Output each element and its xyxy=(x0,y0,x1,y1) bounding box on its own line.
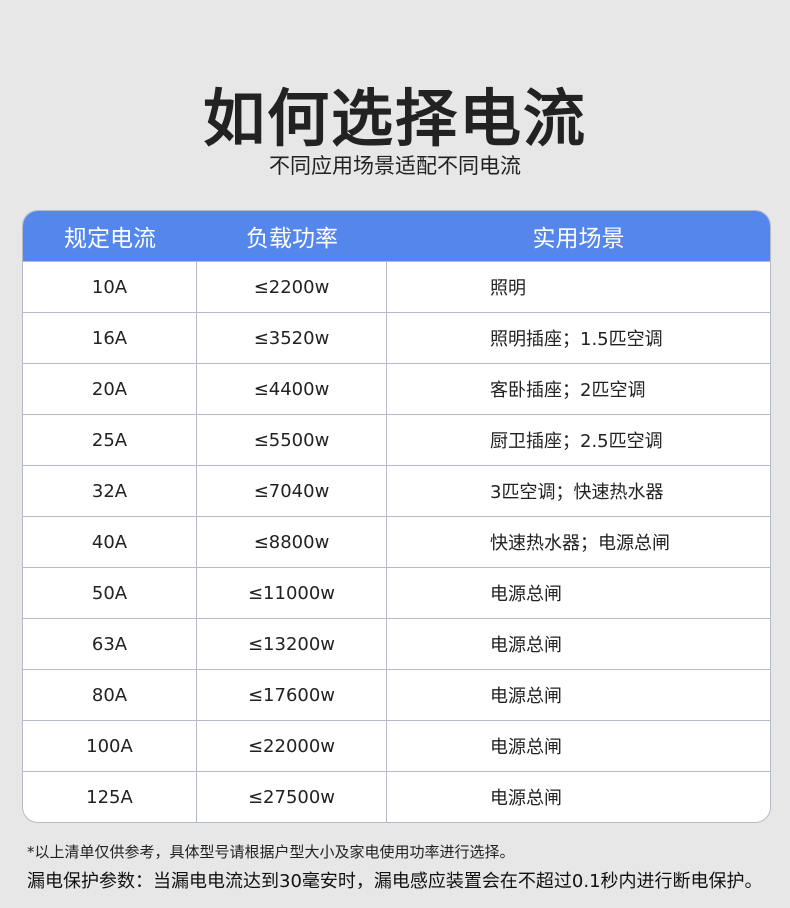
table-row: 32A ≤7040w 3匹空调；快速热水器 xyxy=(23,465,770,516)
cell-power: ≤11000w xyxy=(197,568,387,618)
table-row: 80A ≤17600w 电源总闸 xyxy=(23,669,770,720)
cell-current: 10A xyxy=(23,262,197,312)
cell-power: ≤2200w xyxy=(197,262,387,312)
cell-power: ≤17600w xyxy=(197,670,387,720)
table-row: 20A ≤4400w 客卧插座；2匹空调 xyxy=(23,363,770,414)
reference-note: *以上清单仅供参考，具体型号请根据户型大小及家电使用功率进行选择。 xyxy=(27,843,515,861)
cell-current: 20A xyxy=(23,364,197,414)
cell-current: 125A xyxy=(23,772,197,822)
cell-power: ≤5500w xyxy=(197,415,387,465)
table-row: 50A ≤11000w 电源总闸 xyxy=(23,567,770,618)
cell-scenario: 电源总闸 xyxy=(490,635,562,656)
cell-current: 50A xyxy=(23,568,197,618)
cell-current: 40A xyxy=(23,517,197,567)
cell-current: 80A xyxy=(23,670,197,720)
cell-scenario: 快速热水器；电源总闸 xyxy=(490,533,670,554)
cell-current: 100A xyxy=(23,721,197,771)
cell-power: ≤13200w xyxy=(197,619,387,669)
cell-scenario: 电源总闸 xyxy=(490,686,562,707)
table-row: 63A ≤13200w 电源总闸 xyxy=(23,618,770,669)
table-row: 16A ≤3520w 照明插座；1.5匹空调 xyxy=(23,312,770,363)
cell-scenario: 3匹空调；快速热水器 xyxy=(490,482,664,503)
page-title: 如何选择电流 xyxy=(202,82,587,155)
table-row: 40A ≤8800w 快速热水器；电源总闸 xyxy=(23,516,770,567)
table-row: 100A ≤22000w 电源总闸 xyxy=(23,720,770,771)
cell-scenario: 电源总闸 xyxy=(490,584,562,605)
cell-current: 25A xyxy=(23,415,197,465)
cell-power: ≤8800w xyxy=(197,517,387,567)
header-scenario: 实用场景 xyxy=(532,226,625,252)
page-subtitle: 不同应用场景适配不同电流 xyxy=(269,154,521,178)
cell-current: 32A xyxy=(23,466,197,516)
cell-power: ≤27500w xyxy=(197,772,387,822)
cell-power: ≤22000w xyxy=(197,721,387,771)
cell-power: ≤4400w xyxy=(197,364,387,414)
leakage-note: 漏电保护参数：当漏电电流达到30毫安时，漏电感应装置会在不超过0.1秒内进行断电… xyxy=(27,871,763,892)
header-current: 规定电流 xyxy=(64,226,156,252)
cell-current: 63A xyxy=(23,619,197,669)
header-power: 负载功率 xyxy=(246,226,338,252)
current-table: 规定电流 负载功率 实用场景 10A ≤2200w 照明 16A ≤3520w 照明插座；… xyxy=(22,210,771,823)
cell-scenario: 电源总闸 xyxy=(490,788,562,809)
cell-power: ≤7040w xyxy=(197,466,387,516)
cell-scenario: 照明插座；1.5匹空调 xyxy=(490,329,663,350)
cell-scenario: 厨卫插座；2.5匹空调 xyxy=(490,431,663,452)
cell-scenario: 客卧插座；2匹空调 xyxy=(490,380,646,401)
cell-scenario: 照明 xyxy=(490,278,526,299)
cell-power: ≤3520w xyxy=(197,313,387,363)
table-row: 25A ≤5500w 厨卫插座；2.5匹空调 xyxy=(23,414,770,465)
table-header: 规定电流 负载功率 实用场景 xyxy=(23,211,770,261)
table-row: 125A ≤27500w 电源总闸 xyxy=(23,771,770,822)
cell-current: 16A xyxy=(23,313,197,363)
table-row: 10A ≤2200w 照明 xyxy=(23,261,770,312)
cell-scenario: 电源总闸 xyxy=(490,737,562,758)
